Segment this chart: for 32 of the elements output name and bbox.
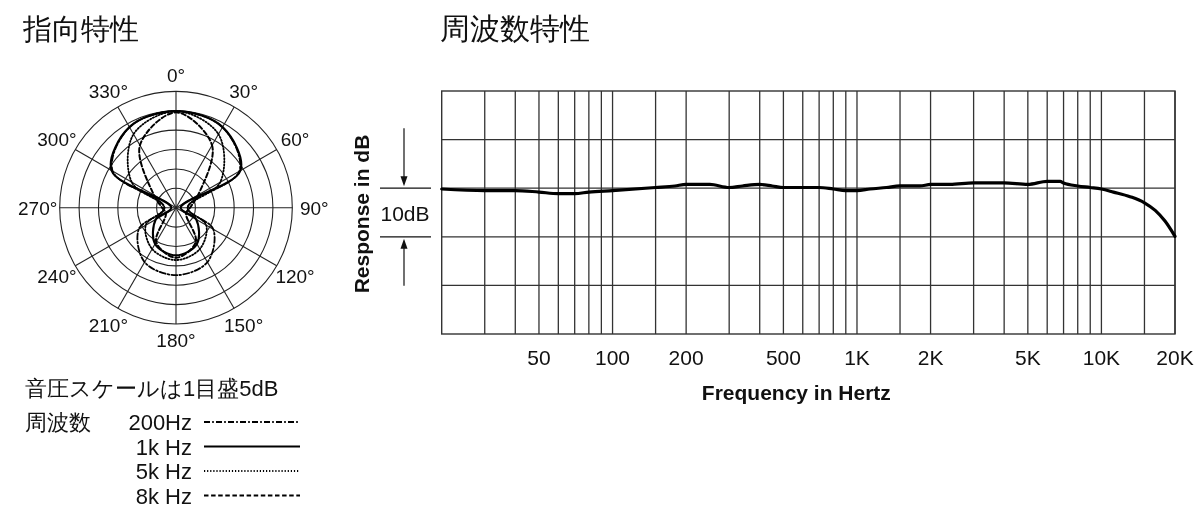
x-tick-label: 500 (765, 346, 801, 369)
spoke-label: 120° (275, 265, 315, 287)
spoke-label: 0° (166, 64, 186, 86)
text: 音圧スケールは1目盛5dB (25, 376, 279, 401)
spoke-label: 60° (280, 128, 310, 150)
spoke-label: 240° (37, 265, 77, 287)
spoke-label: 300° (37, 128, 77, 150)
chart-title: 指向特性 (22, 13, 139, 45)
x-tick-label: 2K (917, 346, 944, 369)
spoke-label: 330° (88, 80, 129, 102)
x-tick-label: 5K (1014, 346, 1041, 369)
spoke-label: 210° (88, 314, 129, 336)
text: 10dB (380, 201, 430, 224)
spoke-label: 270° (18, 197, 58, 219)
spoke-label: 30° (229, 80, 259, 102)
legend-label: 5k Hz (135, 459, 192, 484)
legend-title: 周波数 (25, 410, 91, 435)
legend-label: 1k Hz (135, 434, 192, 460)
x-tick-label: 20K (1156, 346, 1194, 369)
spoke-label: 180° (156, 329, 196, 351)
x-axis-title: Frequency in Hertz (701, 381, 891, 404)
y-axis-title: Response in dB (349, 134, 373, 294)
x-tick-label: 1K (844, 346, 870, 369)
legend-label: 8k Hz (135, 483, 192, 509)
x-tick-label: 100 (595, 346, 631, 369)
x-tick-label: 10K (1082, 346, 1121, 369)
x-tick-label: 200 (668, 346, 704, 369)
spoke-label: 150° (223, 314, 264, 336)
x-tick-label: 50 (527, 346, 551, 369)
legend-label: 200Hz (128, 410, 192, 435)
chart-title: 周波数特性 (440, 12, 590, 45)
spoke-label: 90° (299, 197, 329, 219)
